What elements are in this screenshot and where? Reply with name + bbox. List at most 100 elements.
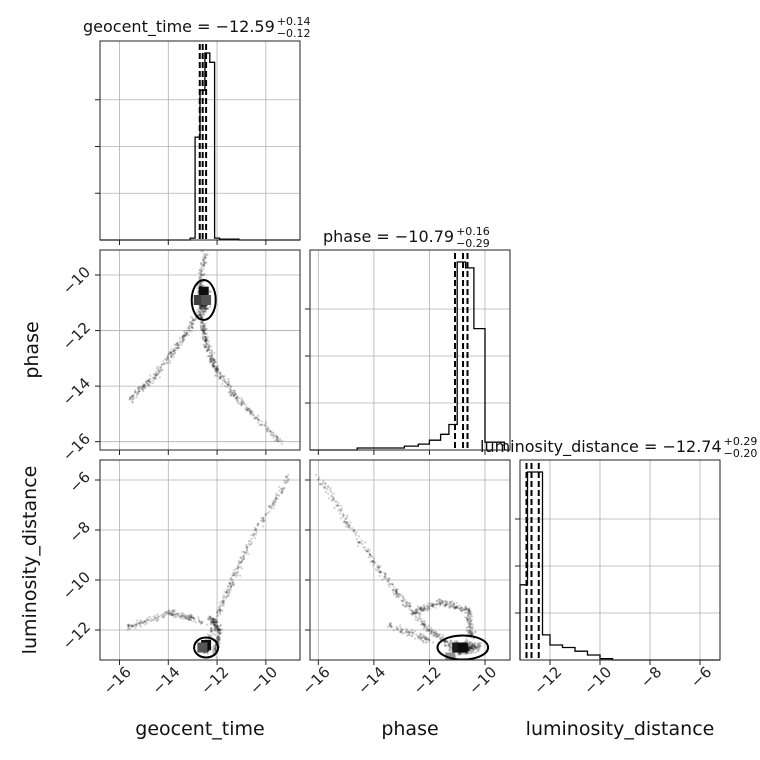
- sample-point: [227, 593, 230, 597]
- histogram-luminosity_distance: [519, 471, 720, 661]
- sample-point: [388, 585, 391, 588]
- sample-point: [199, 324, 202, 327]
- sample-point: [206, 652, 209, 655]
- sample-point: [142, 622, 145, 625]
- sample-point: [227, 594, 230, 598]
- sample-point: [266, 428, 269, 431]
- sample-point: [466, 619, 469, 622]
- sample-point: [210, 626, 213, 630]
- sample-point: [448, 645, 451, 648]
- sample-point: [204, 305, 207, 308]
- sample-point: [421, 620, 424, 623]
- sample-point: [156, 373, 160, 376]
- sample-point: [131, 624, 134, 627]
- sample-point: [203, 335, 206, 338]
- sample-point: [136, 387, 140, 390]
- sample-point: [203, 264, 206, 267]
- sample-point: [412, 612, 415, 615]
- sample-point: [218, 606, 221, 609]
- sample-point: [205, 328, 208, 331]
- panel-frame: [99, 249, 301, 451]
- sample-point: [446, 640, 449, 643]
- sample-point: [414, 609, 417, 612]
- sample-point: [201, 329, 204, 332]
- sample-point: [473, 645, 477, 648]
- sample-point: [469, 646, 472, 650]
- sample-point: [213, 617, 216, 621]
- sample-point: [214, 366, 217, 369]
- sample-point: [199, 622, 202, 625]
- tick-label-x: −14: [354, 663, 389, 698]
- sample-point: [445, 644, 448, 648]
- sample-point: [253, 416, 257, 419]
- sample-point: [147, 383, 151, 386]
- sample-point: [345, 521, 348, 524]
- sample-point: [395, 588, 398, 592]
- tick-label-x: −12: [410, 663, 445, 698]
- sample-point: [424, 622, 427, 626]
- sample-point: [176, 342, 179, 345]
- sample-point: [411, 613, 414, 616]
- sample-point: [209, 352, 212, 355]
- sample-point: [163, 612, 166, 615]
- sample-point: [269, 506, 272, 509]
- sample-point: [209, 629, 212, 632]
- sample-point: [218, 605, 221, 608]
- sample-point: [324, 485, 327, 488]
- sample-point: [201, 338, 205, 341]
- tick-label-y: −8: [66, 518, 94, 546]
- sample-point: [171, 353, 175, 356]
- sample-point: [221, 603, 224, 606]
- sample-point: [245, 548, 249, 551]
- sample-point: [421, 639, 424, 642]
- sample-point: [444, 603, 447, 606]
- sample-point: [232, 394, 235, 397]
- sample-point: [467, 614, 470, 617]
- sample-point: [231, 581, 234, 584]
- sample-point: [214, 374, 217, 377]
- sample-point: [198, 269, 201, 272]
- sample-point: [281, 487, 284, 490]
- sample-point: [160, 614, 163, 617]
- sample-point: [368, 553, 372, 556]
- sample-point: [269, 430, 272, 433]
- sample-point: [413, 612, 416, 615]
- sample-point: [212, 362, 215, 365]
- sample-point: [215, 626, 218, 629]
- sample-point: [156, 619, 159, 622]
- sample-point: [217, 629, 220, 632]
- sample-point: [171, 613, 174, 616]
- sample-point: [200, 269, 203, 272]
- sample-point: [271, 431, 274, 434]
- sample-point: [172, 616, 175, 619]
- sample-point: [166, 612, 169, 616]
- sample-point: [170, 348, 173, 351]
- sample-point: [396, 625, 399, 628]
- sample-point: [441, 599, 444, 603]
- sample-point: [424, 635, 427, 639]
- sample-point: [222, 375, 225, 378]
- sample-point: [470, 633, 473, 636]
- sample-point: [175, 613, 178, 616]
- sample-point: [218, 377, 221, 380]
- sample-point: [426, 602, 429, 605]
- sample-point: [216, 628, 219, 631]
- sample-point: [233, 571, 236, 574]
- sample-point: [211, 621, 214, 624]
- sample-point: [460, 609, 463, 612]
- sample-point: [273, 500, 276, 503]
- sample-point: [416, 607, 420, 611]
- sample-point: [205, 327, 208, 330]
- sample-point: [342, 514, 345, 517]
- sample-point: [131, 625, 134, 628]
- sample-point: [470, 647, 474, 650]
- sample-point: [443, 644, 446, 647]
- sample-point: [143, 383, 146, 386]
- sample-point: [219, 609, 222, 612]
- sample-point: [139, 387, 143, 390]
- sample-point: [448, 643, 451, 647]
- sample-point: [212, 646, 215, 649]
- sample-point: [460, 652, 463, 655]
- sample-point: [204, 309, 207, 312]
- sample-point: [256, 416, 259, 419]
